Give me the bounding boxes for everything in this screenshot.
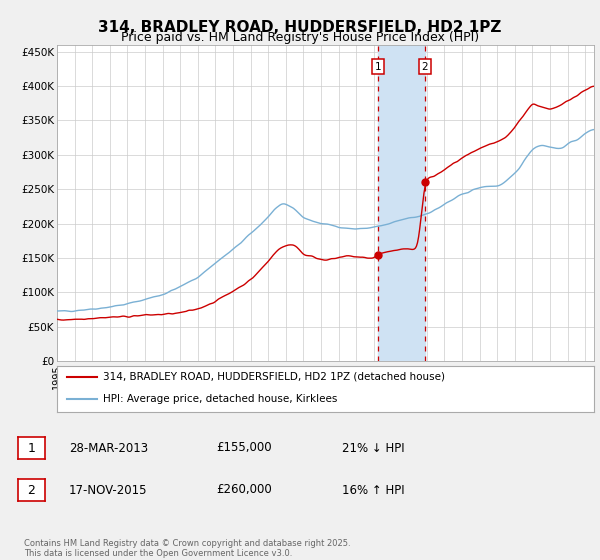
Text: 1: 1 — [28, 441, 35, 455]
Text: 2: 2 — [421, 62, 428, 72]
Text: 17-NOV-2015: 17-NOV-2015 — [69, 483, 148, 497]
Text: £260,000: £260,000 — [216, 483, 272, 497]
Text: Contains HM Land Registry data © Crown copyright and database right 2025.
This d: Contains HM Land Registry data © Crown c… — [24, 539, 350, 558]
Text: 2: 2 — [28, 483, 35, 497]
Text: 28-MAR-2013: 28-MAR-2013 — [69, 441, 148, 455]
Text: 314, BRADLEY ROAD, HUDDERSFIELD, HD2 1PZ (detached house): 314, BRADLEY ROAD, HUDDERSFIELD, HD2 1PZ… — [103, 372, 445, 382]
Text: 314, BRADLEY ROAD, HUDDERSFIELD, HD2 1PZ: 314, BRADLEY ROAD, HUDDERSFIELD, HD2 1PZ — [98, 20, 502, 35]
Text: 16% ↑ HPI: 16% ↑ HPI — [342, 483, 404, 497]
Bar — [378, 45, 425, 361]
Text: Price paid vs. HM Land Registry's House Price Index (HPI): Price paid vs. HM Land Registry's House … — [121, 31, 479, 44]
Text: 1: 1 — [375, 62, 382, 72]
Text: £155,000: £155,000 — [216, 441, 272, 455]
Text: HPI: Average price, detached house, Kirklees: HPI: Average price, detached house, Kirk… — [103, 394, 337, 404]
Text: 21% ↓ HPI: 21% ↓ HPI — [342, 441, 404, 455]
